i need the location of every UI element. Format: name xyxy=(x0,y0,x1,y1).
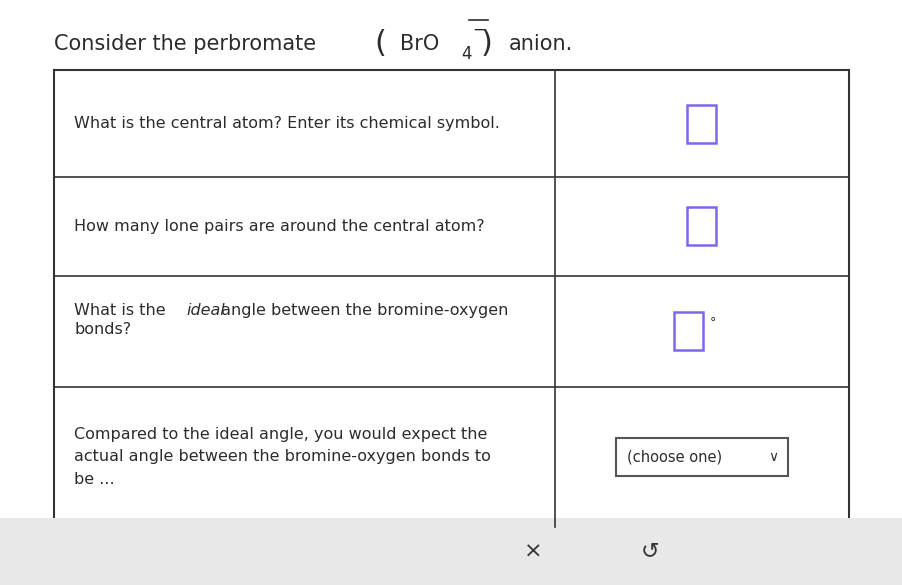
Bar xyxy=(54,70,848,526)
Bar xyxy=(686,208,715,246)
Text: What is the: What is the xyxy=(74,304,170,318)
Text: ∨: ∨ xyxy=(767,450,777,464)
Text: What is the central atom? Enter its chemical symbol.: What is the central atom? Enter its chem… xyxy=(74,116,500,131)
Text: angle between the bromine-oxygen: angle between the bromine-oxygen xyxy=(216,304,508,318)
Text: (: ( xyxy=(374,29,386,58)
Bar xyxy=(0,518,902,585)
Text: 4: 4 xyxy=(461,46,472,63)
Text: ): ) xyxy=(480,29,492,58)
Text: Consider the perbromate: Consider the perbromate xyxy=(54,34,316,54)
Text: ideal: ideal xyxy=(187,304,226,318)
Text: BrO: BrO xyxy=(400,34,438,54)
Text: bonds?: bonds? xyxy=(74,322,131,337)
Text: Compared to the ideal angle, you would expect the
actual angle between the bromi: Compared to the ideal angle, you would e… xyxy=(74,427,491,487)
Text: How many lone pairs are around the central atom?: How many lone pairs are around the centr… xyxy=(74,219,484,234)
Text: °: ° xyxy=(709,316,715,329)
Text: anion.: anion. xyxy=(508,34,572,54)
Bar xyxy=(615,438,787,476)
Bar xyxy=(673,312,702,350)
Text: ×: × xyxy=(523,542,541,562)
Text: ↺: ↺ xyxy=(640,542,658,562)
Bar xyxy=(686,105,715,143)
Text: (choose one): (choose one) xyxy=(626,449,722,464)
Text: −: − xyxy=(472,20,485,38)
